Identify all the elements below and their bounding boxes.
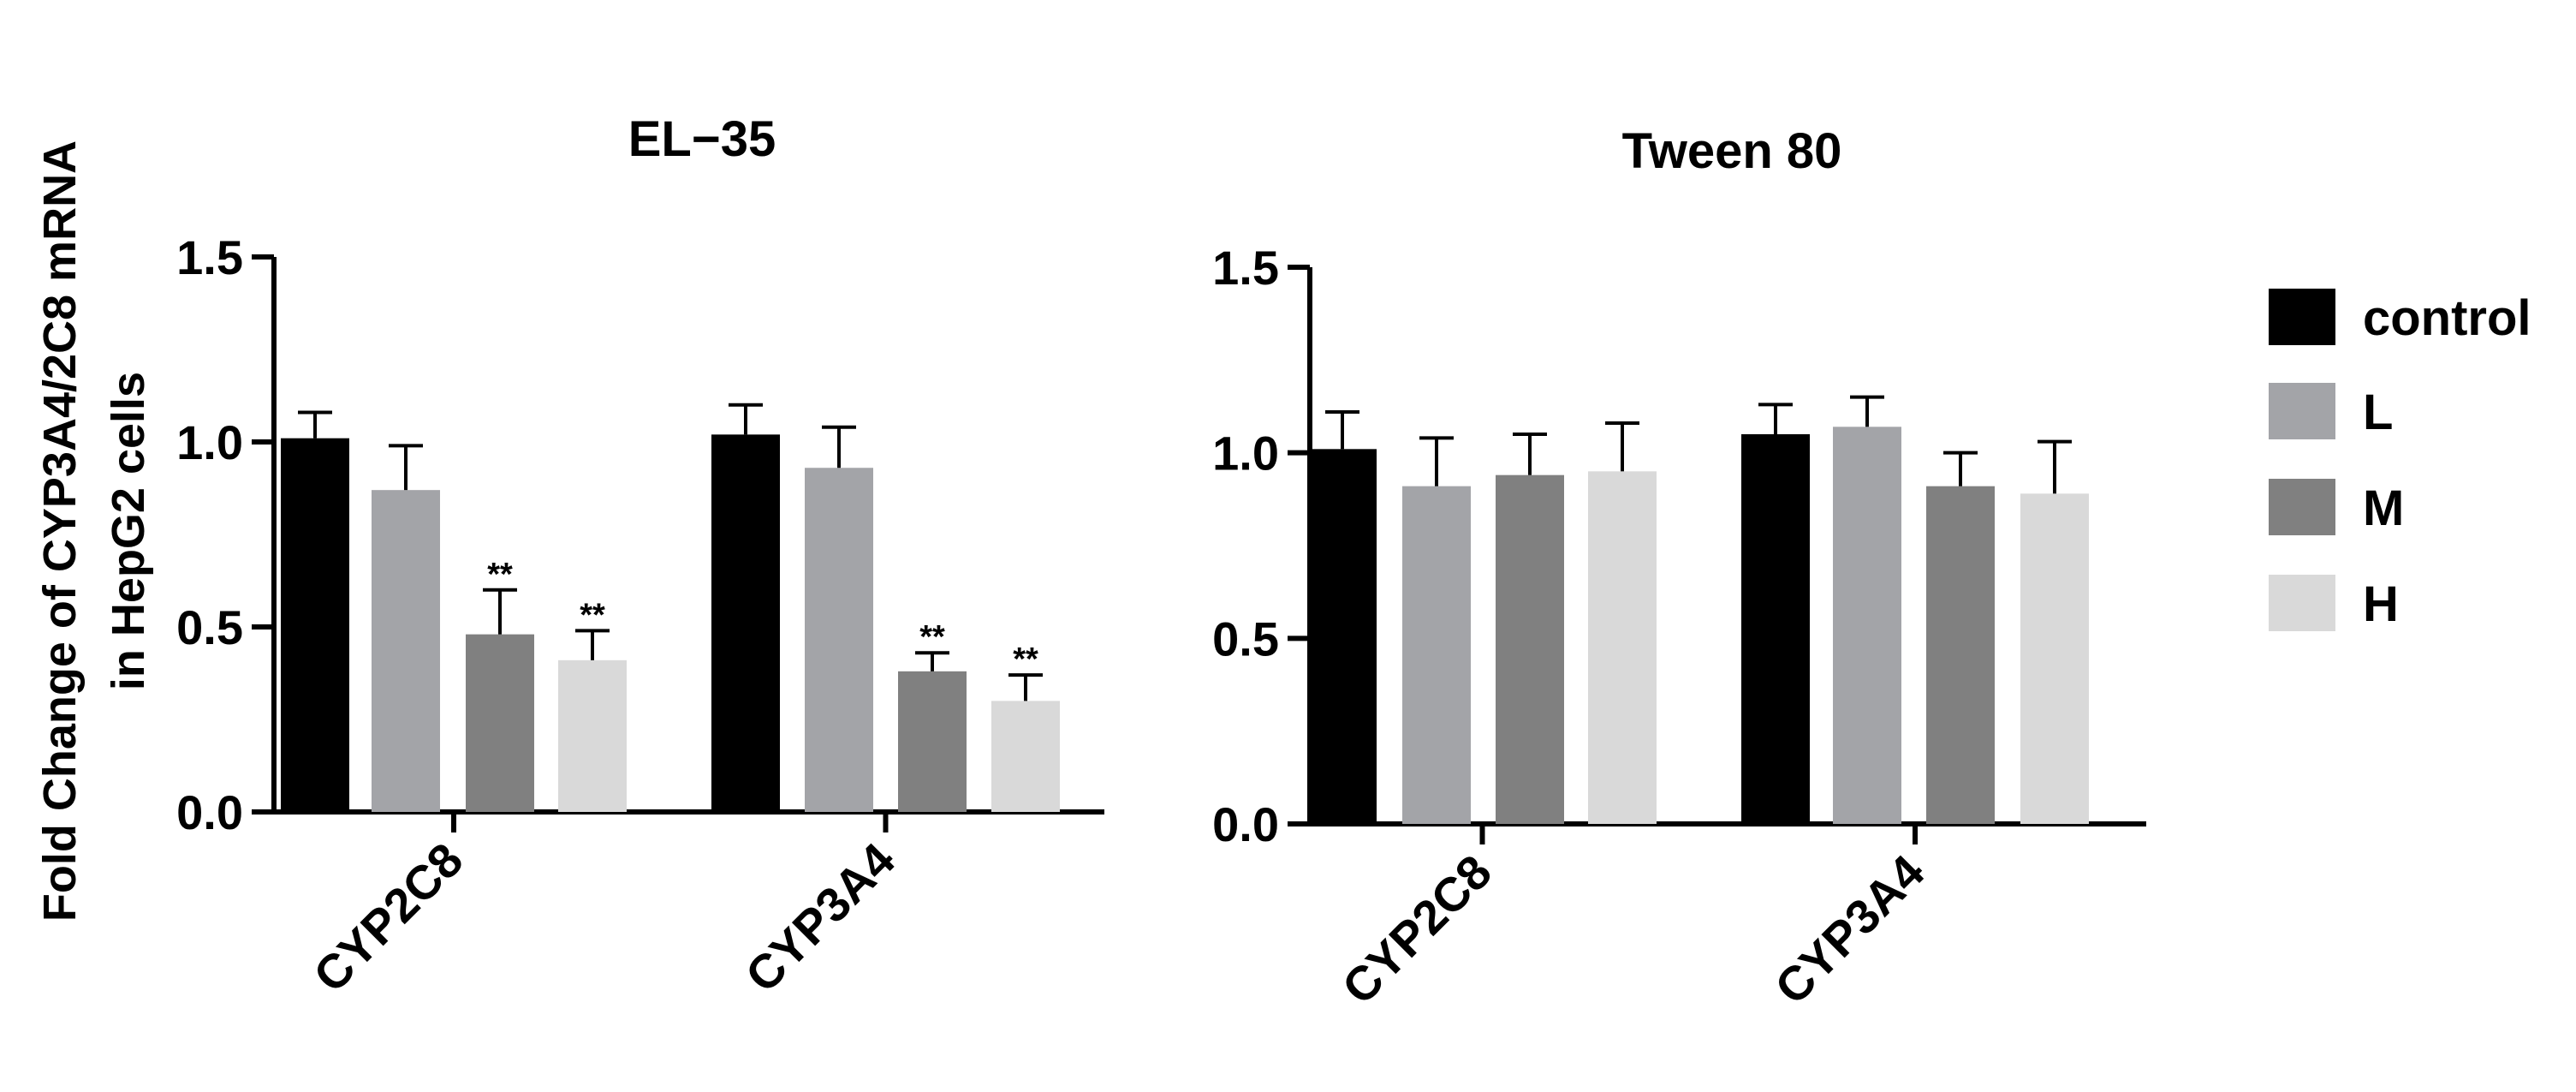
x-tick-label: CYP3A4 — [735, 832, 905, 1003]
legend-swatch-h — [2269, 575, 2335, 631]
significance-label: ** — [580, 597, 605, 633]
bar-cyp3a4-h — [2020, 493, 2089, 824]
bar-cyp3a4-control — [711, 434, 780, 812]
legend-swatch-l — [2269, 383, 2335, 439]
y-axis-label-line-2: in HepG2 cells — [103, 372, 154, 690]
bar-cyp3a4-m — [1926, 486, 1995, 824]
chart-title: EL−35 — [628, 111, 776, 167]
legend-label-control: control — [2363, 290, 2531, 346]
y-tick-label: 1.5 — [176, 230, 243, 284]
bar-cyp2c8-h — [1588, 471, 1657, 824]
significance-label: ** — [919, 619, 945, 655]
bar-cyp3a4-m — [898, 671, 967, 812]
legend-label-l: L — [2363, 385, 2393, 440]
y-axis-label-line-1: Fold Change of CYP3A4/2C8 mRNA — [34, 140, 86, 922]
bar-cyp2c8-control — [1308, 449, 1377, 824]
y-tick-label: 1.0 — [1212, 427, 1279, 480]
significance-label: ** — [1013, 641, 1038, 677]
y-tick-label: 0.5 — [176, 600, 243, 654]
legend-swatch-control — [2269, 289, 2335, 345]
bar-cyp2c8-m — [466, 634, 534, 812]
significance-label: ** — [487, 557, 513, 593]
bar-cyp3a4-control — [1741, 434, 1810, 824]
bar-cyp2c8-m — [1496, 474, 1564, 824]
y-axis-label: Fold Change of CYP3A4/2C8 mRNA in HepG2 … — [34, 140, 154, 922]
bar-cyp3a4-l — [805, 468, 873, 812]
bar-cyp2c8-h — [558, 659, 627, 812]
y-tick-label: 0.5 — [1212, 612, 1279, 665]
legend: control LMH — [2269, 289, 2531, 632]
bar-cyp2c8-l — [372, 490, 440, 812]
x-tick-label: CYP2C8 — [1331, 844, 1502, 1015]
legend-label-m: M — [2363, 480, 2404, 536]
legend-label-h: H — [2363, 576, 2399, 632]
bar-cyp3a4-h — [991, 701, 1060, 812]
y-tick-label: 1.5 — [1212, 241, 1279, 295]
chart-panel-tween80: Tween 80 0.0 0.5 1.0 1.5 CYP2C8 CYP3A4 — [1212, 123, 2146, 1015]
x-tick-label: CYP2C8 — [303, 832, 473, 1003]
chart-title: Tween 80 — [1622, 123, 1842, 179]
bar-cyp2c8-l — [1402, 486, 1471, 824]
chart-panel-el35: EL−35 0.0 0.5 1.0 1.5 ** ** CYP2C8 ** ** CYP3A4 — [176, 111, 1104, 1003]
bar-cyp3a4-l — [1833, 427, 1901, 824]
legend-swatch-m — [2269, 479, 2335, 535]
bar-cyp2c8-control — [281, 438, 349, 812]
y-tick-label: 0.0 — [176, 785, 243, 839]
y-tick-label: 0.0 — [1212, 797, 1279, 851]
x-tick-label: CYP3A4 — [1764, 844, 1935, 1015]
y-tick-label: 1.0 — [176, 415, 243, 469]
